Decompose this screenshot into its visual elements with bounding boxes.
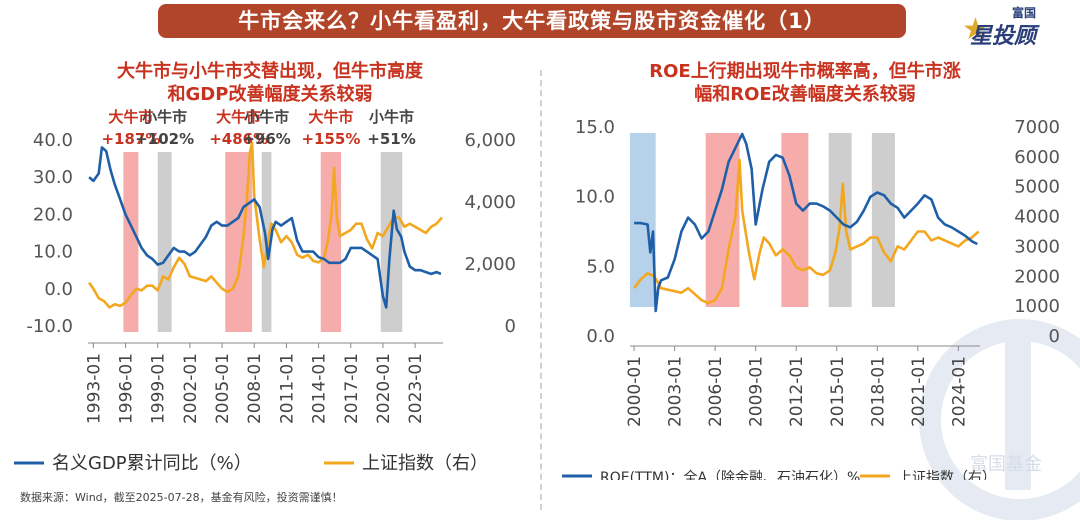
left-region-gain-2: +486% — [209, 130, 268, 148]
right-legend-label-1: 上证指数（右） — [898, 470, 996, 480]
left-region-label-0: 大牛市 — [108, 108, 153, 126]
left-x-tick-2: 1999-01 — [149, 353, 169, 424]
left-region-label-3: 小牛市 — [244, 108, 289, 126]
right-left-tick-2: 5.0 — [586, 256, 615, 277]
left-x-tick-8: 2017-01 — [342, 353, 362, 424]
right-series-1-line — [633, 158, 980, 305]
left-chart-title-line2: 和GDP改善幅度关系较弱 — [167, 84, 373, 105]
left-chart-title: 大牛市与小牛市交替出现，但牛市高度 和GDP改善幅度关系较弱 — [40, 60, 500, 106]
left-x-tick-1: 1996-01 — [117, 353, 137, 424]
left-x-tick-9: 2020-01 — [374, 353, 394, 424]
left-left-tick-5: -10.0 — [26, 316, 73, 337]
right-x-tick-7: 2021-01 — [909, 356, 929, 427]
right-right-tick-6: 1000 — [1014, 296, 1060, 317]
left-region-1 — [157, 152, 172, 332]
right-x-tick-2: 2006-01 — [706, 356, 726, 427]
left-region-0 — [123, 152, 139, 332]
left-region-gain-5: +51% — [367, 130, 415, 148]
right-chart-title-line1: ROE上行期出现牛市概率高，但牛市涨 — [649, 61, 961, 82]
left-right-tick-0: 6,000 — [464, 130, 516, 151]
right-left-tick-1: 10.0 — [575, 187, 615, 208]
left-right-tick-1: 4,000 — [464, 192, 516, 213]
right-right-tick-2: 5000 — [1014, 177, 1060, 198]
brand-logo: ★ 富国 星投顾 — [962, 4, 1068, 52]
right-x-tick-0: 2000-01 — [625, 356, 645, 427]
left-region-label-4: 大牛市 — [308, 108, 353, 126]
right-chart-title: ROE上行期出现牛市概率高，但牛市涨 幅和ROE改善幅度关系较弱 — [570, 60, 1040, 106]
right-chart-title-line2: 幅和ROE改善幅度关系较弱 — [694, 84, 916, 105]
right-right-tick-3: 4000 — [1014, 207, 1060, 228]
right-x-tick-1: 2003-01 — [666, 356, 686, 427]
star-icon: ★ — [962, 12, 989, 47]
right-region-2 — [781, 133, 809, 307]
right-x-tick-5: 2015-01 — [828, 356, 848, 427]
right-series-0-line — [634, 132, 978, 313]
right-right-tick-1: 6000 — [1014, 147, 1060, 168]
left-x-tick-4: 2005-01 — [213, 353, 233, 424]
right-x-tick-3: 2009-01 — [747, 356, 767, 427]
left-x-tick-10: 2023-01 — [406, 353, 426, 424]
left-left-tick-4: 0.0 — [44, 279, 73, 300]
right-left-tick-3: 0.0 — [586, 326, 615, 347]
left-region-gain-3: +96% — [242, 130, 290, 148]
right-right-tick-4: 3000 — [1014, 236, 1060, 257]
right-right-tick-7: 0 — [1049, 326, 1060, 347]
left-left-tick-0: 40.0 — [33, 130, 73, 151]
left-region-gain-1: +102% — [135, 130, 194, 148]
panel-divider — [540, 70, 542, 510]
left-x-tick-7: 2014-01 — [310, 353, 330, 424]
right-region-0 — [630, 133, 656, 307]
left-region-gain-4: +155% — [301, 130, 360, 148]
left-region-label-2: 大牛市 — [216, 108, 261, 126]
left-chart-title-line1: 大牛市与小牛市交替出现，但牛市高度 — [117, 61, 423, 82]
brand-main-text: 星投顾 — [970, 24, 1037, 49]
right-region-4 — [871, 133, 895, 307]
left-x-tick-0: 1993-01 — [84, 353, 104, 424]
left-region-label-1: 小牛市 — [142, 108, 187, 126]
left-x-tick-5: 2008-01 — [245, 353, 265, 424]
right-x-tick-4: 2012-01 — [787, 356, 807, 427]
right-x-tick-8: 2024-01 — [949, 356, 969, 427]
left-left-tick-2: 20.0 — [33, 204, 73, 225]
right-x-tick-6: 2018-01 — [868, 356, 888, 427]
left-series-0-line — [88, 146, 442, 309]
left-region-label-5: 小牛市 — [369, 108, 414, 126]
right-right-tick-0: 7000 — [1014, 117, 1060, 138]
banner-title: 牛市会来么？小牛看盈利，大牛看政策与股市资金催化（1） — [158, 4, 906, 38]
left-region-4 — [320, 152, 342, 332]
data-source-note: 数据来源：Wind，截至2025-07-28，基金有风险，投资需谨慎！ — [20, 491, 343, 504]
left-x-tick-3: 2002-01 — [181, 353, 201, 424]
left-x-tick-6: 2011-01 — [277, 353, 297, 424]
right-legend-label-0: ROE(TTM)：全A（除金融、石油石化）% — [600, 469, 860, 480]
left-right-tick-3: 0 — [505, 316, 516, 337]
brand-top-text: 富国 — [1012, 6, 1037, 20]
right-left-tick-0: 15.0 — [575, 117, 615, 138]
left-legend-label-1: 上证指数（右） — [362, 453, 488, 474]
left-right-tick-2: 2,000 — [464, 254, 516, 275]
right-right-tick-5: 2000 — [1014, 266, 1060, 287]
left-left-tick-1: 30.0 — [33, 167, 73, 188]
left-region-gain-0: +187% — [101, 130, 160, 148]
left-chart: 40.0 30.0 20.0 10.0 0.0 -10.0 6,000 4,000 2,000 0… — [14, 108, 516, 474]
left-left-tick-3: 10.0 — [33, 242, 73, 263]
right-chart: 15.0 10.0 5.0 0.0 7000 6000 5000 4000 3000 2000 10… — [562, 117, 1060, 480]
left-series-1-line — [88, 141, 443, 309]
left-legend-label-0: 名义GDP累计同比（%） — [52, 453, 252, 474]
